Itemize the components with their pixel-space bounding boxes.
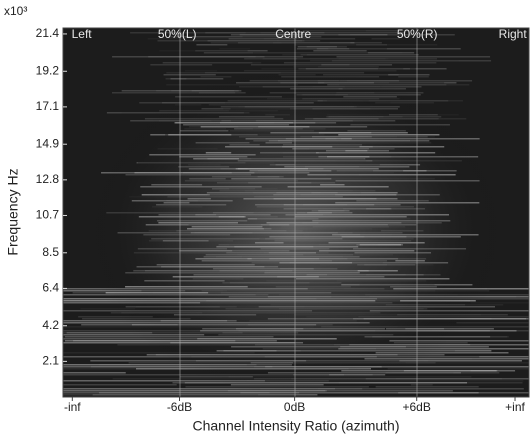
y-tick-label: 12.8	[36, 172, 60, 186]
x-tick-label: -6dB	[167, 400, 192, 414]
top-label: Centre	[275, 27, 311, 41]
y-tick-label: 21.4	[36, 26, 60, 40]
y-tick-label: 2.1	[42, 354, 59, 368]
x-tick-label: 0dB	[284, 400, 305, 414]
x-tick-label: -inf	[64, 400, 81, 414]
x-tick-label: +6dB	[403, 400, 431, 414]
azimuth-lines	[179, 28, 418, 397]
x-tick-label: +inf	[505, 400, 525, 414]
glow	[63, 28, 529, 397]
y-axis-label: Frequency Hz	[5, 168, 21, 255]
top-label: 50%(L)	[158, 27, 197, 41]
x-axis-label: Channel Intensity Ratio (azimuth)	[193, 418, 400, 434]
plot-border	[62, 27, 530, 398]
y-tick-label: 6.4	[42, 281, 59, 295]
top-label: Right	[499, 27, 528, 41]
y-tick-label: 8.5	[42, 245, 59, 259]
y-tick-label: 14.9	[36, 136, 60, 150]
top-label: Left	[72, 27, 93, 41]
top-label: 50%(R)	[397, 27, 438, 41]
y-tick-label: 19.2	[36, 63, 60, 77]
y-multiplier: x10³	[4, 4, 27, 18]
y-tick-label: 17.1	[36, 99, 60, 113]
y-tick-label: 4.2	[42, 318, 59, 332]
y-tick-label: 10.7	[36, 208, 60, 222]
